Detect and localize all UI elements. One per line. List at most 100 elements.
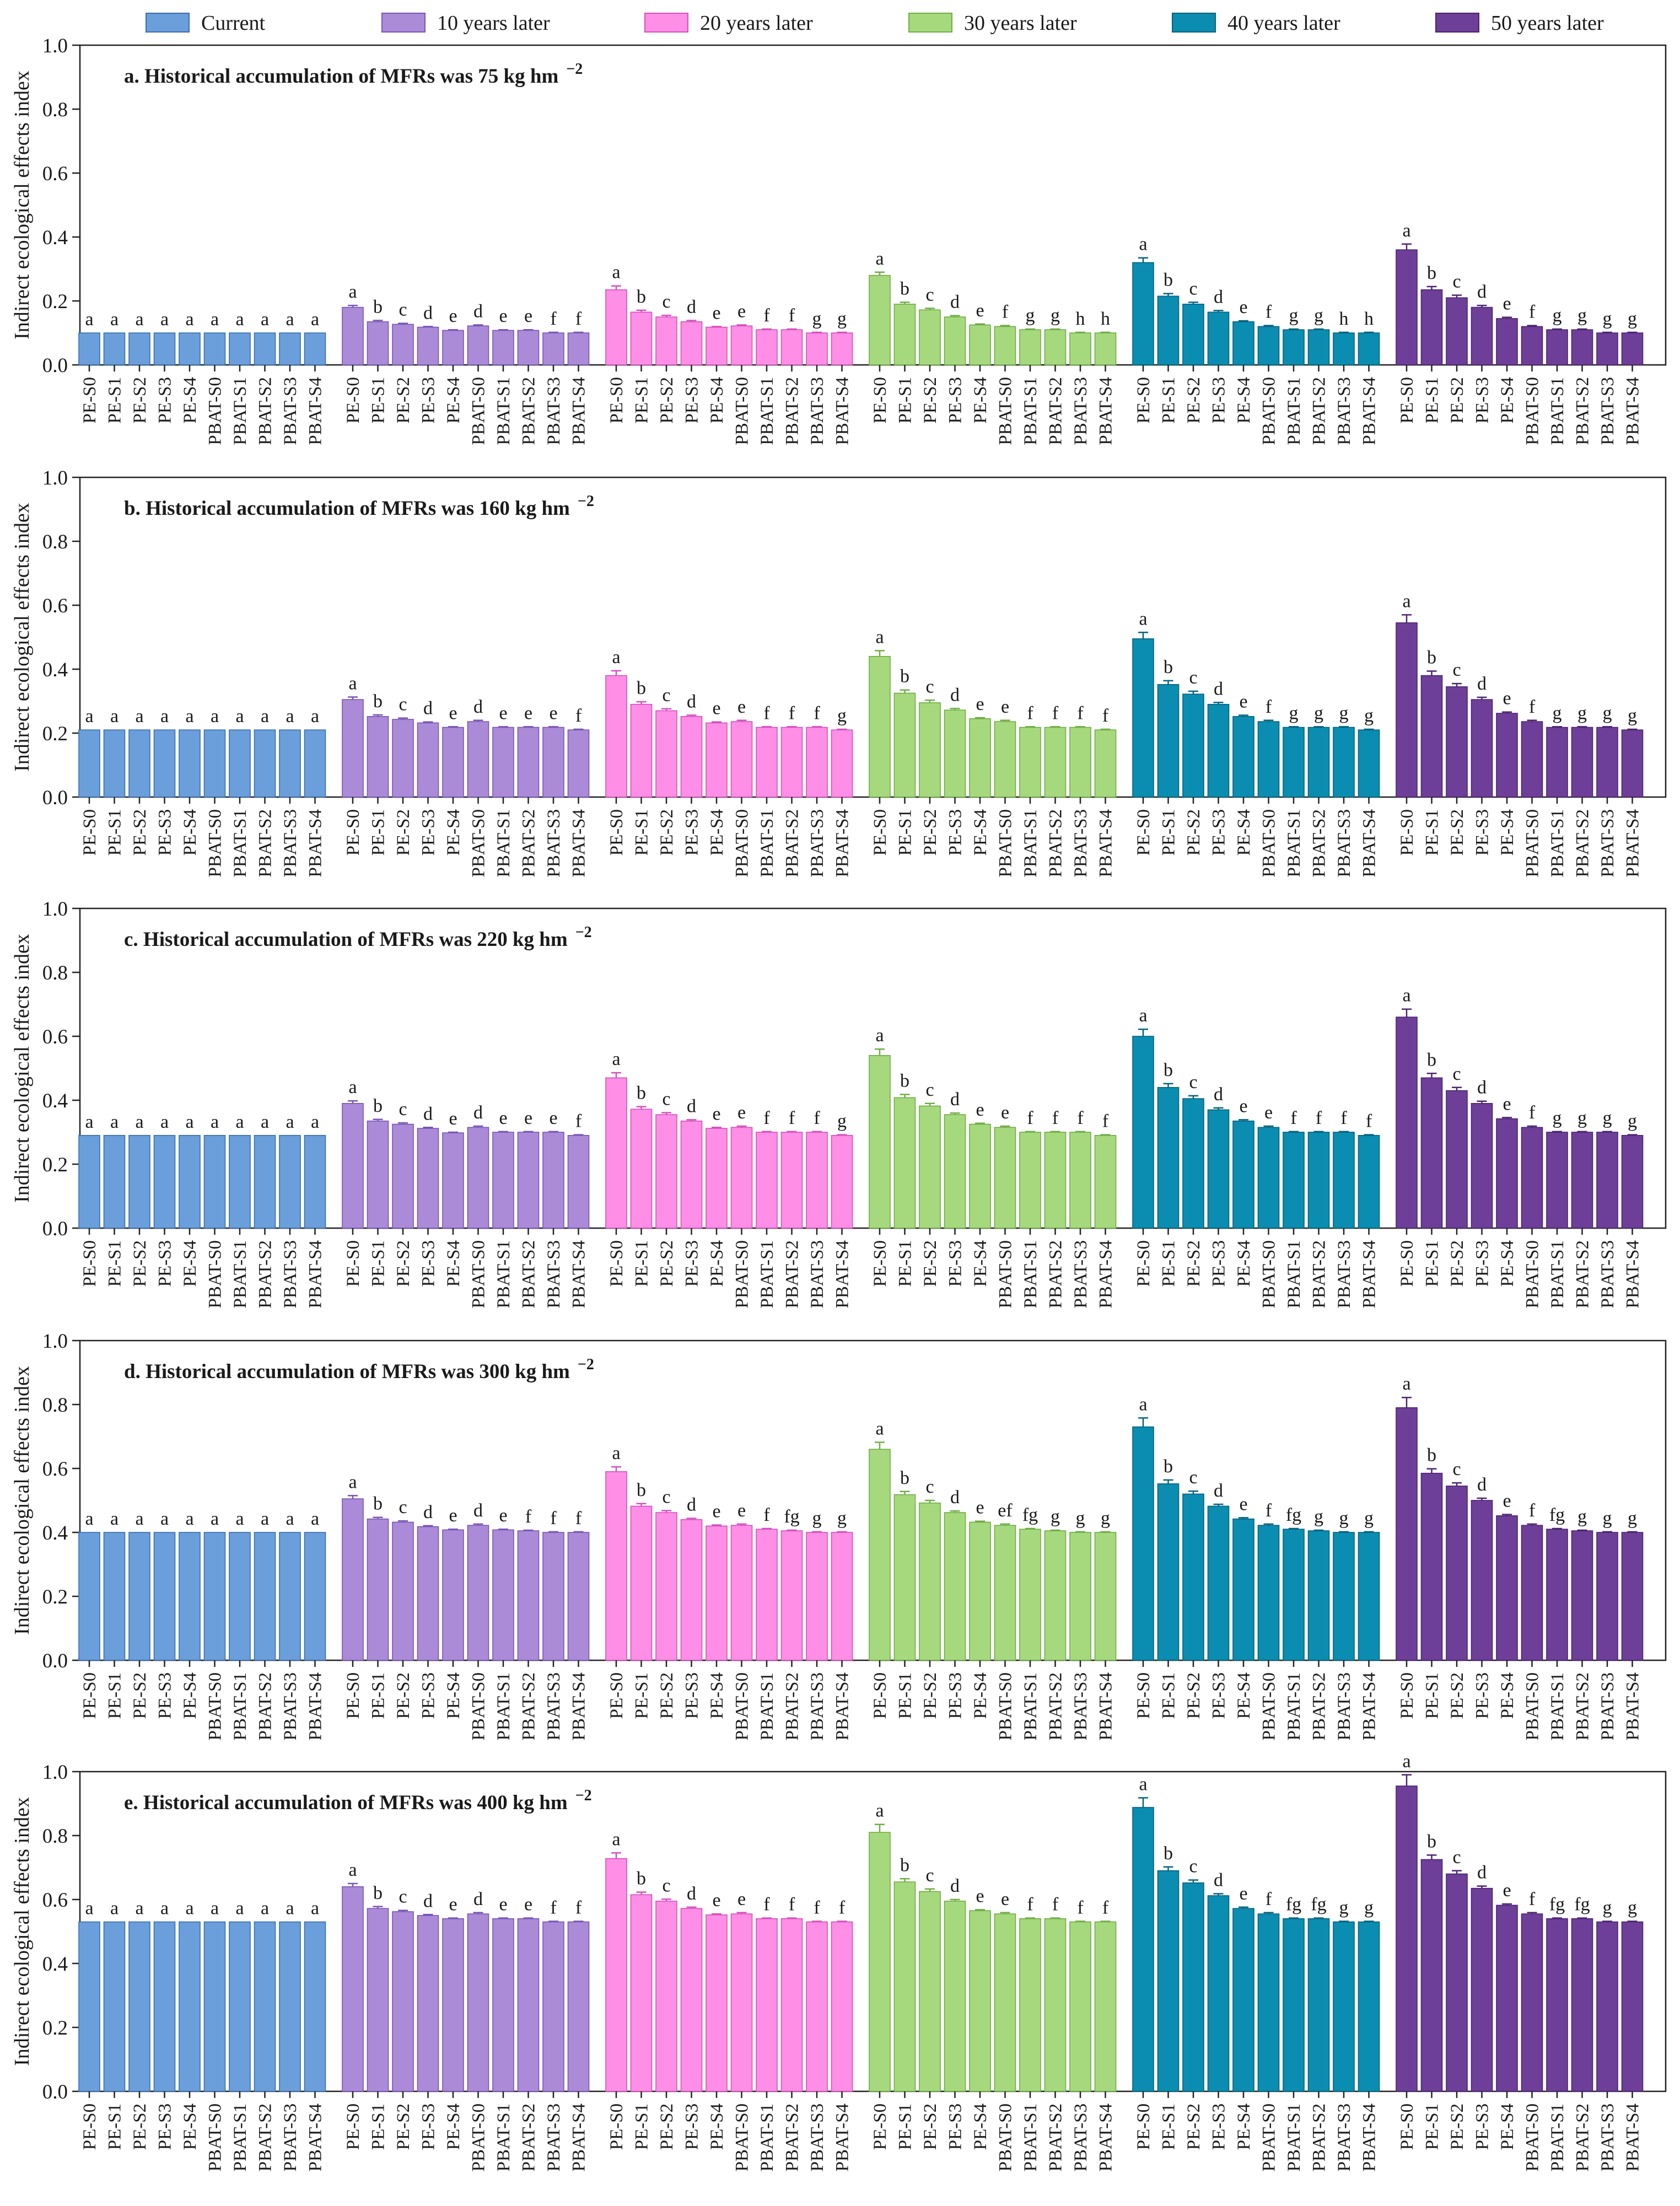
x-tick-label: PBAT-S2 — [1310, 377, 1329, 445]
significance-letter: a — [612, 647, 620, 668]
bar — [730, 721, 753, 798]
x-tick-label: PE-S2 — [1184, 2103, 1204, 2150]
bar — [680, 321, 703, 365]
x-tick-label: PBAT-S3 — [1598, 377, 1618, 445]
x-tick-label: PBAT-S2 — [783, 809, 803, 878]
bar — [1333, 727, 1355, 798]
significance-letter: e — [524, 703, 532, 723]
x-tick-label: PBAT-S3 — [1334, 2103, 1354, 2172]
x-tick-label: PBAT-S0 — [1259, 2103, 1279, 2172]
bar — [806, 332, 828, 365]
bar — [1420, 1077, 1443, 1229]
significance-letter: f — [1529, 302, 1536, 322]
significance-letter: c — [399, 300, 407, 320]
significance-letter: a — [185, 309, 193, 330]
significance-letter: g — [1101, 1508, 1110, 1529]
significance-letter: a — [1139, 1005, 1147, 1026]
bar — [78, 1921, 100, 2092]
significance-letter: b — [900, 278, 909, 299]
x-tick-label: PBAT-S2 — [1310, 2103, 1329, 2172]
significance-letter: g — [1289, 703, 1299, 723]
y-tick-label: 0.6 — [42, 1026, 68, 1048]
y-axis-label: Indirect ecological effects index — [10, 503, 34, 772]
bar — [128, 332, 150, 365]
bar — [1283, 329, 1305, 365]
significance-letter: d — [950, 292, 960, 313]
significance-letter: a — [235, 1112, 244, 1132]
bar — [1182, 1493, 1204, 1661]
significance-letter: f — [1077, 1897, 1084, 1918]
significance-letter: f — [763, 703, 770, 723]
significance-letter: e — [1503, 688, 1511, 709]
significance-letter: c — [925, 1080, 934, 1100]
significance-letter: b — [1164, 1060, 1173, 1080]
significance-letter: g — [1628, 309, 1637, 329]
x-tick-label: PBAT-S1 — [1548, 2103, 1568, 2172]
bar — [680, 1120, 703, 1229]
significance-letter: fg — [1549, 1505, 1565, 1525]
significance-letter: g — [837, 1111, 847, 1132]
x-tick-label: PE-S1 — [896, 1672, 916, 1719]
series-2: a PE-S0 b PE-S1 c PE-S2 d PE-S3 e PE-S4 e PBAT-S0 f P… — [605, 647, 853, 878]
bar — [1521, 1127, 1543, 1229]
significance-letter: a — [311, 309, 319, 330]
significance-letter: fg — [1549, 1895, 1565, 1915]
x-tick-label: PBAT-S3 — [1334, 377, 1354, 445]
bar — [1283, 727, 1305, 798]
significance-letter: g — [1314, 703, 1323, 723]
significance-letter: e — [1503, 1880, 1511, 1901]
significance-letter: g — [1076, 1508, 1085, 1529]
bar — [128, 1532, 150, 1661]
bar — [304, 1135, 326, 1229]
bar — [1307, 329, 1330, 365]
bar — [1571, 727, 1593, 798]
bar — [417, 326, 439, 365]
significance-letter: a — [135, 1112, 143, 1132]
significance-letter: c — [925, 676, 934, 697]
significance-letter: c — [662, 1089, 670, 1110]
series-0: a PE-S0 a PE-S1 a PE-S2 a PE-S3 a PE-S4 a PBAT-S0 a P… — [78, 309, 326, 445]
significance-letter: fg — [1286, 1895, 1301, 1915]
significance-letter: e — [712, 1502, 720, 1522]
significance-letter: f — [575, 706, 582, 726]
bar — [944, 709, 966, 798]
significance-letter: a — [135, 1509, 143, 1529]
significance-letter: a — [311, 1898, 319, 1919]
significance-letter: e — [712, 1104, 720, 1124]
bar — [706, 1128, 728, 1229]
x-tick-label: PE-S2 — [130, 1240, 150, 1287]
significance-letter: f — [550, 309, 557, 329]
series-2: a PE-S0 b PE-S1 c PE-S2 d PE-S3 e PE-S4 e PBAT-S0 f P… — [605, 1443, 853, 1741]
bar — [153, 1532, 176, 1661]
bar — [1044, 329, 1067, 365]
significance-letter: a — [1139, 1394, 1147, 1414]
bar — [1420, 1472, 1443, 1661]
x-tick-label: PE-S4 — [180, 809, 200, 856]
x-tick-label: PBAT-S1 — [1284, 377, 1304, 445]
x-tick-label: PE-S0 — [80, 2103, 100, 2150]
bar — [1333, 1132, 1355, 1229]
significance-letter: f — [550, 1508, 557, 1529]
y-axis-label: Indirect ecological effects index — [10, 1797, 34, 2066]
x-tick-label: PBAT-S2 — [256, 2103, 276, 2172]
significance-letter: e — [737, 302, 746, 322]
significance-letter: d — [687, 1884, 696, 1904]
bar — [1283, 1918, 1305, 2092]
significance-letter: e — [712, 303, 720, 323]
x-tick-label: PE-S0 — [870, 377, 890, 423]
significance-letter: d — [1214, 1870, 1223, 1891]
significance-letter: d — [950, 685, 960, 705]
x-tick-label: PE-S1 — [896, 2103, 916, 2150]
bar — [1546, 1918, 1568, 2092]
series-4: a PE-S0 b PE-S1 c PE-S2 d PE-S3 e PE-S4 f PBAT-S0 g P… — [1132, 609, 1380, 878]
significance-letter: f — [789, 1895, 795, 1915]
bar — [442, 1529, 464, 1661]
x-tick-label: PBAT-S0 — [1523, 1240, 1543, 1309]
significance-letter: g — [1553, 703, 1562, 723]
significance-letter: g — [1577, 305, 1587, 326]
x-tick-label: PBAT-S1 — [1021, 809, 1041, 878]
significance-letter: a — [311, 1112, 319, 1132]
bar — [1396, 622, 1418, 798]
significance-letter: d — [687, 1494, 696, 1515]
bar — [1207, 1895, 1230, 2092]
